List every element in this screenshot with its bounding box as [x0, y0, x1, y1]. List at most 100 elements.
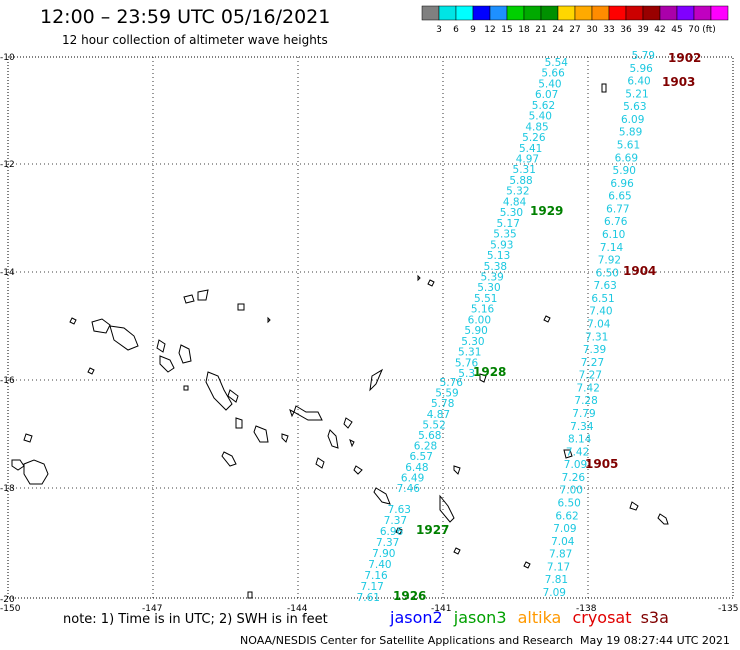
- wave-height-value: 6.96: [380, 526, 404, 538]
- island-outline: [156, 339, 166, 353]
- scale-label: 6: [453, 25, 459, 35]
- scale-label: 27: [569, 25, 580, 35]
- wave-height-value: 7.04: [551, 536, 575, 548]
- wave-height-value: 7.37: [384, 515, 407, 527]
- island-outline: [247, 591, 253, 599]
- wave-height-value: 7.09: [564, 459, 587, 471]
- generated-timestamp: May 19 08:27:44 UTC 2021: [580, 634, 730, 647]
- scale-label: 45: [671, 25, 682, 35]
- island-outline: [237, 303, 245, 311]
- legend-altika: altika: [517, 608, 562, 627]
- wave-height-value: 6.40: [627, 76, 650, 88]
- scale-label: 36: [620, 25, 632, 35]
- island-outline: [373, 487, 391, 505]
- scale-label: 24: [552, 25, 564, 35]
- wave-height-value: 7.39: [583, 344, 606, 356]
- lat-label: -20: [0, 595, 15, 605]
- island-outline: [395, 527, 403, 535]
- wave-height-value: 5.35: [493, 229, 516, 241]
- satellite-legend: jason2 jason3 altika cryosat s3a: [390, 608, 669, 627]
- island-outline: [227, 389, 239, 403]
- lat-label: -14: [0, 268, 15, 278]
- wave-height-value: 7.27: [579, 370, 602, 382]
- wave-height-value: 7.04: [587, 319, 611, 331]
- wave-height-value: 5.26: [522, 132, 546, 144]
- wave-height-value: 5.59: [435, 388, 458, 400]
- island-outlines: [11, 83, 669, 599]
- wave-height-value: 7.63: [593, 280, 616, 292]
- pass-label: 1926: [393, 589, 426, 603]
- legend-cryosat: cryosat: [572, 608, 632, 627]
- wave-height-value: 5.61: [617, 140, 640, 152]
- wave-height-value: 6.50: [596, 267, 619, 279]
- legend-s3a: s3a: [640, 608, 669, 627]
- island-outline: [109, 325, 139, 351]
- scale-label: 9: [470, 25, 476, 35]
- map-subtitle: 12 hour collection of altimeter wave hei…: [62, 33, 328, 47]
- legend-jason3: jason3: [453, 608, 507, 627]
- wave-height-value: 7.17: [360, 581, 383, 593]
- wave-height-value: 5.90: [613, 165, 636, 177]
- wave-height-value: 7.40: [368, 559, 391, 571]
- island-outline: [353, 465, 363, 475]
- wave-height-value: 5.90: [464, 325, 487, 337]
- wave-height-value: 7.28: [574, 395, 597, 407]
- scale-label: 15: [501, 25, 512, 35]
- wave-height-value: 6.77: [606, 203, 629, 215]
- wave-height-value: 6.00: [468, 314, 491, 326]
- island-outline: [523, 561, 531, 569]
- wave-height-value: 5.54: [545, 57, 569, 69]
- island-outline: [417, 274, 421, 282]
- wave-height-value: 5.30: [477, 282, 500, 294]
- wave-height-value: 7.17: [547, 561, 570, 573]
- wave-height-value: 6.07: [535, 89, 558, 101]
- satellite-tracks: 5.545.665.406.075.625.404.855.265.414.97…: [357, 50, 655, 604]
- island-outline: [205, 371, 233, 411]
- lon-label: -144: [287, 604, 308, 614]
- wave-height-value: 7.26: [562, 472, 586, 484]
- island-outline: [235, 417, 243, 429]
- pass-labels: 1902 1903 1904 1905 1929 1928 1927 1926: [393, 51, 701, 603]
- wave-height-value: 4.84: [503, 196, 527, 208]
- credit-text: NOAA/NESDIS Center for Satellite Applica…: [240, 634, 574, 647]
- wave-height-value: 7.42: [566, 446, 589, 458]
- wave-height-value: 7.90: [372, 548, 395, 560]
- wave-height-value: 4.87: [427, 409, 450, 421]
- wave-height-value: 7.92: [598, 255, 621, 267]
- wave-height-value: 5.66: [541, 68, 565, 80]
- wave-height-value: 7.16: [364, 570, 388, 582]
- wave-height-value: 5.40: [529, 111, 552, 123]
- wave-height-value: 5.17: [497, 218, 520, 230]
- wave-height-value: 4.97: [516, 154, 539, 166]
- wave-height-value: 6.51: [591, 293, 614, 305]
- wave-height-value: 7.37: [376, 537, 399, 549]
- wave-height-value: 5.16: [471, 304, 495, 316]
- wave-height-value: 5.51: [474, 293, 497, 305]
- lat-label: -10: [0, 53, 15, 63]
- island-outline: [369, 368, 384, 392]
- wave-height-value: 5.3: [458, 368, 475, 380]
- lon-label: -135: [718, 604, 738, 614]
- wave-height-value: 7.63: [388, 504, 411, 516]
- wave-height-color-scale: 3 6 9 12 15 18 21 24 27 30 33 36 39 42 45 70 (ft): [421, 5, 729, 35]
- wave-height-value: 5.62: [532, 100, 555, 112]
- island-outline: [221, 451, 237, 467]
- lat-label: -16: [0, 376, 15, 386]
- pass-label: 1928: [473, 365, 506, 379]
- wave-height-value: 5.32: [506, 186, 529, 198]
- wave-height-value: 6.28: [414, 441, 437, 453]
- wave-height-value: 5.89: [619, 127, 642, 139]
- island-outline: [453, 547, 461, 555]
- scale-label: (ft): [702, 25, 716, 35]
- wave-height-value: 5.30: [500, 207, 523, 219]
- scale-swatch: [710, 5, 729, 21]
- island-outline: [87, 367, 95, 375]
- wave-height-value: 5.41: [519, 143, 542, 155]
- wave-height-value: 5.76: [440, 377, 464, 389]
- wave-height-value: 7.14: [600, 242, 624, 254]
- wave-height-value: 5.63: [623, 101, 646, 113]
- island-outline: [178, 344, 192, 364]
- island-outline: [69, 317, 77, 325]
- pass-label: 1927: [416, 523, 449, 537]
